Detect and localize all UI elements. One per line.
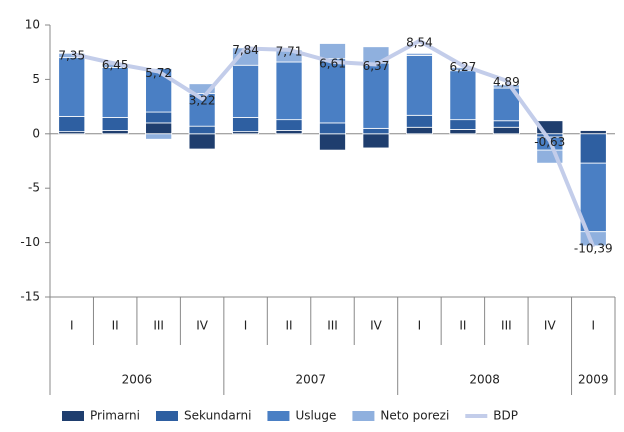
group-label: 2008	[469, 373, 500, 387]
x-tick-label: II	[285, 319, 292, 333]
bar-segment	[362, 133, 390, 149]
bar-segment	[579, 130, 607, 135]
bar-segment	[362, 127, 390, 135]
bar-segment	[319, 133, 346, 151]
bar-segment	[405, 114, 433, 128]
bar-segment	[319, 43, 346, 60]
bar-segment	[405, 52, 433, 56]
bar-segment	[579, 162, 607, 233]
data-label: -0,63	[534, 135, 565, 149]
data-label: 6,45	[102, 58, 129, 72]
data-label: 7,71	[276, 44, 303, 58]
bar-segment	[101, 67, 129, 118]
data-label: 3,22	[189, 93, 216, 107]
group-label: 2009	[578, 373, 609, 387]
data-label: 7,35	[58, 48, 85, 62]
bar-segment	[232, 117, 260, 133]
x-tick-label: I	[70, 319, 74, 333]
bar-segment	[405, 126, 433, 135]
bar-segment	[101, 117, 129, 131]
bar-segment	[449, 119, 477, 130]
legend-swatch	[62, 411, 84, 421]
bar-segment	[145, 111, 173, 124]
bar-segment	[188, 125, 216, 135]
bar-segment	[101, 130, 129, 135]
bar-segment	[319, 122, 346, 135]
data-label: 8,54	[406, 35, 433, 49]
x-tick-label: III	[501, 319, 512, 333]
y-tick-label: 5	[32, 72, 40, 86]
y-tick-label: -15	[20, 290, 40, 304]
line-series	[71, 38, 596, 248]
bar-segment	[492, 84, 520, 89]
x-tick-label: I	[418, 319, 422, 333]
bar-segment	[449, 129, 477, 135]
bar-segment	[405, 55, 433, 116]
legend-swatch	[156, 411, 178, 421]
x-tick-label: IV	[196, 319, 209, 333]
legend-label: Sekundarni	[184, 409, 251, 423]
data-label: 6,27	[450, 60, 477, 74]
data-label: 4,89	[493, 75, 520, 89]
bar-segment	[58, 115, 86, 133]
group-label: 2007	[295, 373, 326, 387]
y-tick-label: 0	[32, 126, 40, 140]
legend-swatch	[267, 411, 290, 421]
bar-segment	[275, 119, 303, 131]
legend-label: BDP	[493, 409, 518, 423]
y-tick-label: 10	[25, 18, 40, 32]
data-label: 7,84	[232, 43, 259, 57]
bar-segment	[492, 120, 520, 128]
bar-segment	[449, 70, 477, 121]
bar-segment	[188, 133, 216, 150]
data-label: -10,39	[574, 241, 613, 255]
data-label: 6,37	[363, 59, 390, 73]
y-tick-label: -5	[28, 181, 40, 195]
legend-label: Primarni	[90, 409, 140, 423]
bar-segment	[362, 62, 390, 129]
bar-segment	[145, 122, 173, 135]
bar-segment	[232, 64, 260, 118]
x-tick-label: IV	[370, 319, 383, 333]
bar-segment	[145, 133, 173, 140]
group-label: 2006	[122, 373, 153, 387]
bar-segment	[319, 58, 346, 124]
x-tick-label: III	[327, 319, 338, 333]
x-tick-label: IV	[544, 319, 557, 333]
bar-segment	[275, 61, 303, 121]
x-tick-label: III	[153, 319, 164, 333]
x-tick-label: I	[591, 319, 595, 333]
x-tick-label: I	[244, 319, 248, 333]
data-label: 6,61	[319, 56, 346, 70]
legend-label: Neto porezi	[380, 409, 449, 423]
legend-swatch	[352, 411, 375, 421]
bar-segment	[275, 130, 303, 135]
x-tick-label: II	[459, 319, 466, 333]
legend-label: Usluge	[295, 409, 336, 423]
bar-segment	[492, 126, 520, 135]
y-tick-label: -10	[20, 235, 40, 249]
bar-segment	[58, 57, 86, 117]
x-tick-label: II	[112, 319, 119, 333]
data-label: 5,72	[145, 66, 172, 80]
bar-segment	[579, 133, 607, 164]
